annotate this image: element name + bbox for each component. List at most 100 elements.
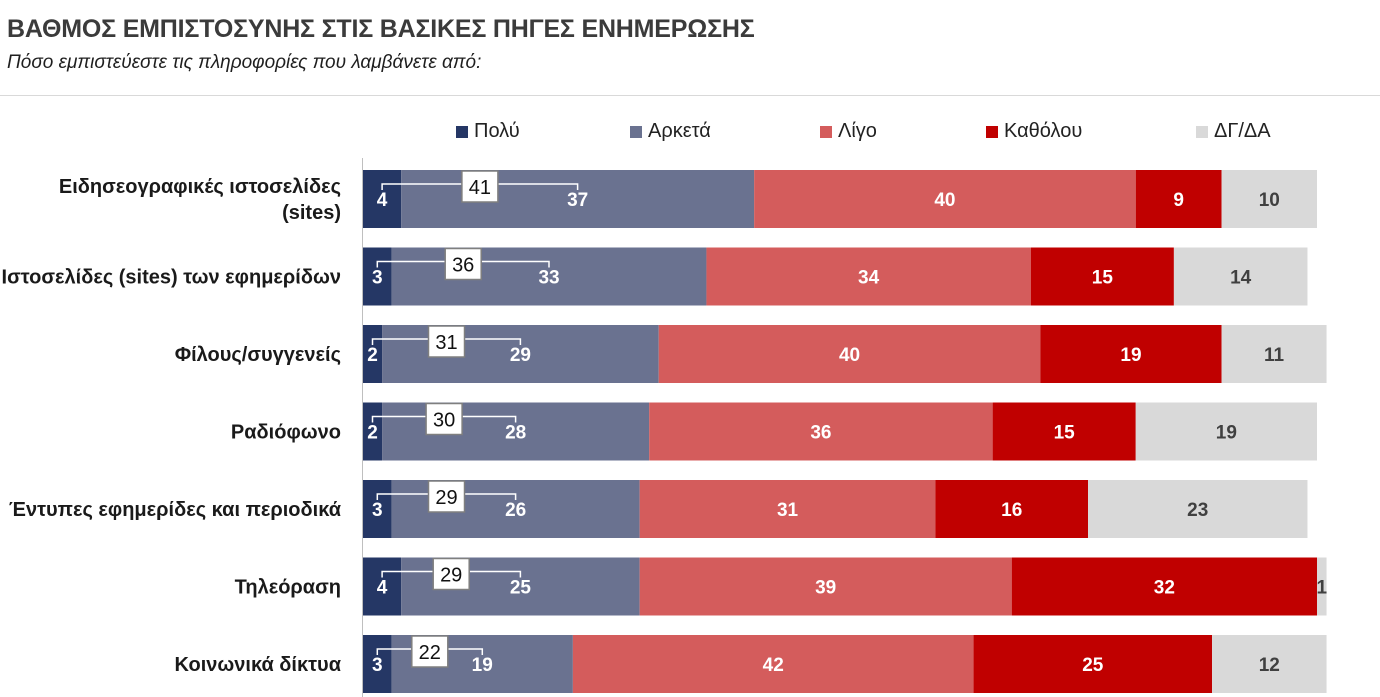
bar-segment: [1317, 557, 1327, 616]
bar-segment: [973, 635, 1213, 693]
bar-segment: [1221, 325, 1327, 383]
bar-segment: [1173, 247, 1308, 306]
combined-total-label: 29: [440, 565, 462, 587]
data-label: 12: [1259, 655, 1280, 676]
legend-label: Πολύ: [474, 120, 520, 142]
combined-total-label: 29: [435, 487, 457, 509]
data-label: 39: [815, 578, 836, 599]
legend-item: ΔΓ/ΔΑ: [1196, 120, 1271, 143]
data-label: 15: [1092, 268, 1114, 289]
legend-label: Λίγο: [838, 120, 877, 142]
data-label: 2: [367, 345, 378, 366]
bar-segment: [391, 247, 707, 306]
bar-segment: [706, 247, 1031, 306]
bar-segment: [1221, 170, 1317, 228]
bar-segment: [363, 635, 392, 693]
category-label: Ιστοσελίδες (sites) των εφημερίδων: [2, 267, 341, 289]
bar-segment: [1030, 247, 1174, 306]
callout-box: [444, 247, 482, 281]
legend-item: Αρκετά: [630, 120, 711, 143]
bar-segment: [363, 247, 392, 306]
chart-subtitle: Πόσο εμπιστεύεστε τις πληροφορίες που λα…: [7, 52, 482, 73]
legend-item: Λίγο: [820, 120, 877, 143]
legend-label: Καθόλου: [1004, 120, 1083, 142]
category-label: Τηλεόραση: [235, 577, 341, 599]
callout-box: [432, 557, 470, 591]
data-label: 42: [763, 655, 784, 676]
combined-total-label: 22: [419, 642, 441, 664]
bar-segment: [649, 402, 993, 461]
category-label: Έντυπες εφημερίδες και περιοδικά: [9, 499, 342, 521]
bar-segment: [363, 170, 402, 228]
combined-total-label: 41: [469, 177, 491, 199]
callout-box: [427, 325, 466, 358]
data-label: 19: [1216, 423, 1237, 444]
bar-segment: [1011, 557, 1317, 616]
data-label: 25: [1082, 655, 1104, 676]
chart-legend: Πολύ Αρκετά Λίγο Καθόλου ΔΓ/ΔΑ: [450, 120, 1380, 146]
data-label: 3: [372, 500, 383, 521]
data-label: 25: [510, 578, 532, 599]
category-label: Ραδιόφωνο: [231, 422, 341, 444]
bar-segment: [639, 480, 936, 538]
data-label: 10: [1259, 190, 1280, 211]
bar-segment: [658, 325, 1041, 383]
data-label: 23: [1187, 500, 1208, 521]
data-label: 37: [567, 190, 588, 211]
callout-box: [425, 402, 463, 436]
category-label: Κοινωνικά δίκτυα: [175, 654, 342, 676]
category-label: (sites): [282, 202, 341, 224]
bar-segment: [992, 402, 1136, 461]
data-label: 11: [1264, 345, 1285, 366]
data-label: 2: [367, 423, 378, 444]
bar-segment: [401, 170, 755, 228]
data-label: 19: [1120, 345, 1141, 366]
data-label: 29: [510, 345, 531, 366]
callout-box: [427, 480, 466, 513]
data-label: 3: [372, 655, 383, 676]
bar-segment: [1088, 480, 1308, 538]
bar-segment: [1212, 635, 1327, 693]
callout-box: [411, 635, 449, 668]
data-label: 3: [372, 268, 383, 289]
category-label: Φίλους/συγγενείς: [175, 344, 341, 366]
data-label: 9: [1173, 190, 1184, 211]
combined-total-label: 30: [433, 410, 455, 432]
bar-segment: [639, 557, 1012, 616]
divider: [0, 95, 1380, 96]
data-label: 32: [1154, 578, 1175, 599]
legend-label: Αρκετά: [648, 120, 711, 142]
data-label: 33: [538, 268, 559, 289]
data-label: 15: [1054, 423, 1076, 444]
data-label: 40: [839, 345, 860, 366]
data-label: 16: [1001, 500, 1022, 521]
callout-box: [461, 170, 499, 203]
legend-item: Καθόλου: [986, 120, 1082, 143]
legend-swatch: [820, 125, 832, 138]
bar-segment: [935, 480, 1089, 538]
data-label: 14: [1230, 268, 1252, 289]
data-label: 28: [505, 423, 526, 444]
data-label: 31: [777, 500, 799, 521]
combined-total-label: 31: [435, 332, 457, 354]
chart-title: ΒΑΘΜΟΣ ΕΜΠΙΣΤΟΣΥΝΗΣ ΣΤΙΣ ΒΑΣΙΚΕΣ ΠΗΓΕΣ Ε…: [7, 15, 755, 43]
data-label: 4: [377, 578, 388, 599]
data-label: 19: [472, 655, 493, 676]
bar-segment: [363, 480, 392, 538]
bar-segment: [1040, 325, 1222, 383]
legend-swatch: [456, 125, 468, 138]
data-label: 1: [1316, 578, 1327, 599]
legend-swatch: [630, 125, 642, 138]
bar-segment: [1135, 170, 1222, 228]
data-label: 26: [505, 500, 526, 521]
legend-swatch: [1196, 125, 1208, 138]
legend-item: Πολύ: [456, 120, 520, 143]
category-label: Ειδησεογραφικές ιστοσελίδες: [59, 176, 341, 198]
combined-total-label: 36: [452, 255, 474, 277]
bar-segment: [363, 557, 402, 616]
data-label: 34: [858, 268, 880, 289]
data-label: 40: [934, 190, 955, 211]
data-label: 36: [810, 423, 831, 444]
legend-swatch: [986, 125, 998, 138]
